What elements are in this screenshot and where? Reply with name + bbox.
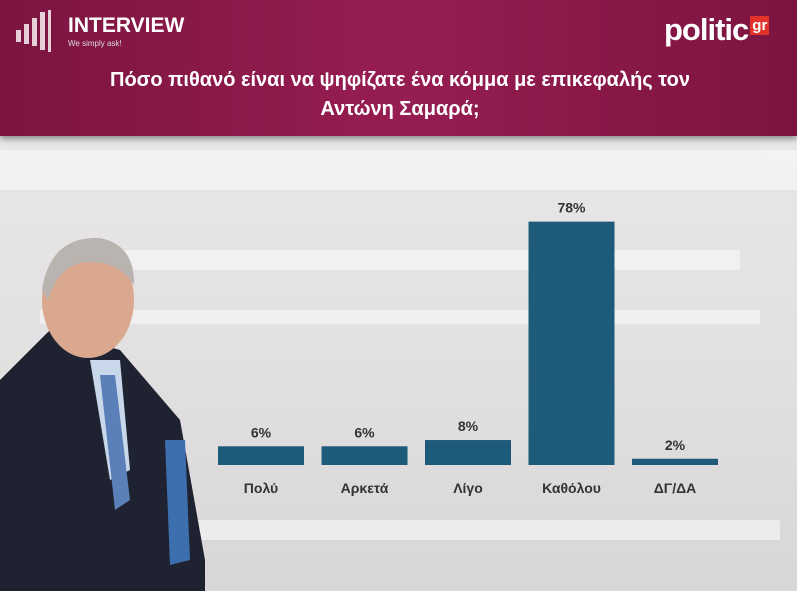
brand-icon bbox=[16, 10, 51, 52]
category-label: Πολύ bbox=[244, 480, 278, 496]
value-label: 6% bbox=[354, 424, 375, 440]
category-label: ΔΓ/ΔΑ bbox=[654, 480, 697, 496]
logo-suffix: gr bbox=[750, 16, 770, 35]
value-label: 2% bbox=[665, 437, 686, 453]
value-label: 78% bbox=[557, 200, 586, 216]
bar bbox=[425, 440, 511, 465]
bar bbox=[632, 458, 718, 465]
bar bbox=[321, 446, 408, 465]
logo-text: politic bbox=[664, 12, 749, 47]
brand: INTERVIEW bbox=[68, 14, 185, 37]
logo: politic gr bbox=[664, 12, 770, 48]
chart-title: Πόσο πιθανό είναι να ψηφίζατε ένα κόμμα … bbox=[110, 69, 690, 120]
person-photo bbox=[0, 237, 205, 591]
tagline: We simply ask! bbox=[68, 39, 122, 48]
category-label: Λίγο bbox=[453, 480, 483, 496]
value-label: 8% bbox=[458, 418, 479, 434]
value-label: 6% bbox=[251, 424, 272, 440]
bar bbox=[218, 446, 304, 465]
bar bbox=[528, 221, 615, 465]
header: INTERVIEW We simply ask! politic gr Πόσο … bbox=[0, 0, 797, 136]
category-label: Καθόλου bbox=[542, 480, 601, 496]
category-label: Αρκετά bbox=[341, 480, 389, 496]
